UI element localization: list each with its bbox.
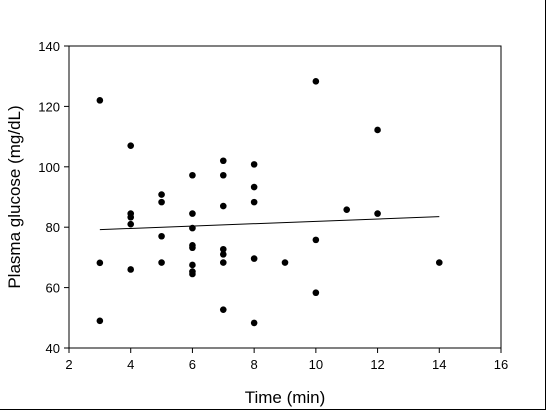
data-point <box>250 319 258 327</box>
x-tick-label: 8 <box>251 357 258 372</box>
data-point <box>219 259 227 266</box>
y-axis-title: Plasma glucose (mg/dL) <box>5 105 24 288</box>
data-point <box>127 213 135 221</box>
data-point <box>158 232 165 240</box>
data-point <box>250 255 258 262</box>
data-point <box>312 289 320 297</box>
y-tick-label: 80 <box>46 220 60 235</box>
data-point <box>219 171 227 179</box>
data-point <box>312 236 320 244</box>
data-point <box>158 191 165 198</box>
data-point <box>158 259 165 266</box>
data-point <box>312 78 320 85</box>
x-tick-label: 10 <box>309 357 323 372</box>
data-point <box>127 142 135 149</box>
data-point <box>219 245 227 253</box>
data-point <box>250 183 258 191</box>
data-point <box>127 266 135 273</box>
x-axis: 2 4 6 8 10 12 14 16 <box>65 348 508 372</box>
data-point <box>374 126 381 134</box>
data-point <box>435 259 443 266</box>
data-point <box>189 270 196 278</box>
trend-line <box>99 216 440 231</box>
x-tick-label: 16 <box>494 357 508 372</box>
data-point <box>219 202 227 210</box>
y-tick-label: 140 <box>38 39 60 54</box>
data-point <box>250 161 258 168</box>
y-tick-label: 60 <box>46 281 60 296</box>
data-point <box>343 206 351 213</box>
data-point <box>281 259 289 266</box>
data-point <box>127 220 135 228</box>
y-tick-label: 100 <box>38 160 60 175</box>
data-point <box>96 259 104 267</box>
plot-area <box>68 45 502 349</box>
y-axis: 40 60 80 100 120 140 <box>38 39 69 356</box>
data-point <box>189 171 196 179</box>
data-point <box>250 198 258 206</box>
data-point <box>189 261 196 269</box>
data-point <box>189 244 196 252</box>
x-axis-title: Time (min) <box>245 388 326 407</box>
x-tick-label: 2 <box>65 357 72 372</box>
y-tick-label: 40 <box>46 341 60 356</box>
data-point <box>158 198 165 206</box>
data-point <box>219 157 227 165</box>
x-tick-label: 6 <box>189 357 196 372</box>
data-point <box>374 210 381 217</box>
data-point <box>96 97 104 104</box>
y-tick-label: 120 <box>38 99 60 114</box>
data-point <box>219 306 227 313</box>
data-point <box>189 210 196 217</box>
x-tick-label: 12 <box>370 357 384 372</box>
data-point <box>219 251 227 258</box>
x-tick-label: 4 <box>127 357 134 372</box>
data-point <box>96 317 104 325</box>
x-tick-label: 14 <box>432 357 446 372</box>
data-points <box>96 78 443 327</box>
